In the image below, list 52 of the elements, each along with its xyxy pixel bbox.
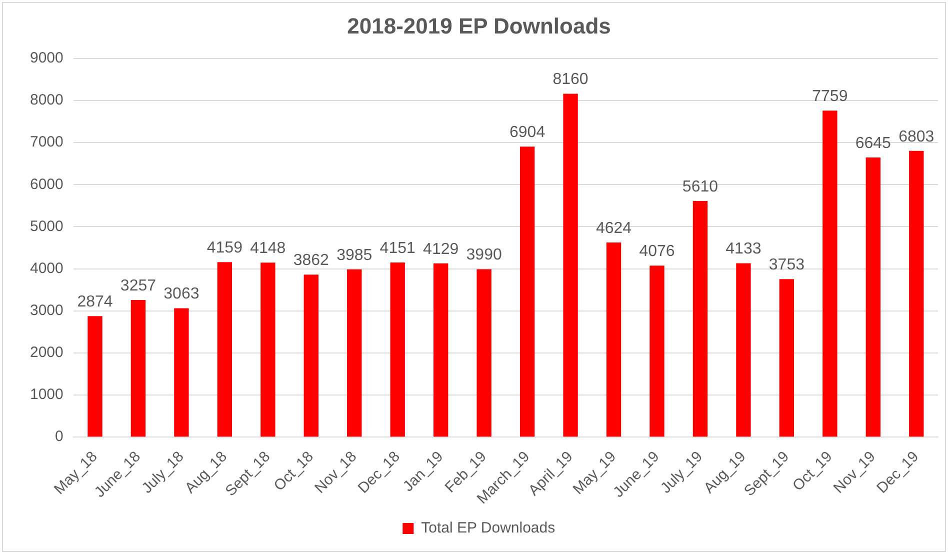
data-label: 4159 [206,240,243,257]
data-label: 3063 [164,286,200,303]
bar [692,201,708,437]
y-tick-label: 4000 [30,260,64,277]
bar [88,316,102,437]
bar [174,308,189,437]
bar [217,262,232,437]
bar [433,263,448,437]
data-label: 3257 [120,277,156,294]
bar [520,146,535,437]
data-label: 7759 [812,88,848,106]
bar [304,274,318,437]
y-tick-label: 5000 [30,218,64,235]
bar [779,279,794,437]
data-label: 6904 [510,124,546,142]
data-label: 4624 [596,220,632,237]
data-label: 4133 [726,240,762,258]
bar [130,300,146,437]
data-label: 3990 [466,246,502,264]
chart-title: 2018-2019 EP Downloads [347,13,611,38]
y-tick-label: 9000 [30,50,64,67]
data-label: 6803 [898,128,934,146]
data-label: 4076 [639,243,675,260]
bar [390,262,405,437]
data-label: 5610 [682,178,718,196]
y-tick-label: 3000 [30,302,64,320]
data-label: 4148 [250,240,286,257]
data-label: 4151 [380,240,416,257]
y-tick-label: 2000 [30,344,64,362]
bar [563,94,578,437]
y-tick-label: 1000 [30,386,64,404]
bar [866,157,880,437]
bar [650,266,664,437]
y-tick-label: 8000 [30,92,64,109]
data-label: 6645 [855,134,892,152]
bar [476,269,492,437]
data-label: 3753 [768,256,805,274]
bar [260,262,276,437]
y-tick-label: 6000 [30,176,64,193]
data-label: 3862 [293,252,330,270]
y-tick-label: 0 [55,428,64,446]
data-label: 8160 [552,71,588,88]
bar [736,263,751,437]
bar [822,110,838,437]
data-label: 2874 [77,294,113,311]
bar [909,150,924,437]
legend-label: Total EP Downloads [421,520,556,537]
data-label: 3985 [336,246,372,264]
y-tick-label: 7000 [30,134,64,151]
bar [347,269,362,437]
bar [606,242,622,437]
data-label: 4129 [423,240,459,258]
